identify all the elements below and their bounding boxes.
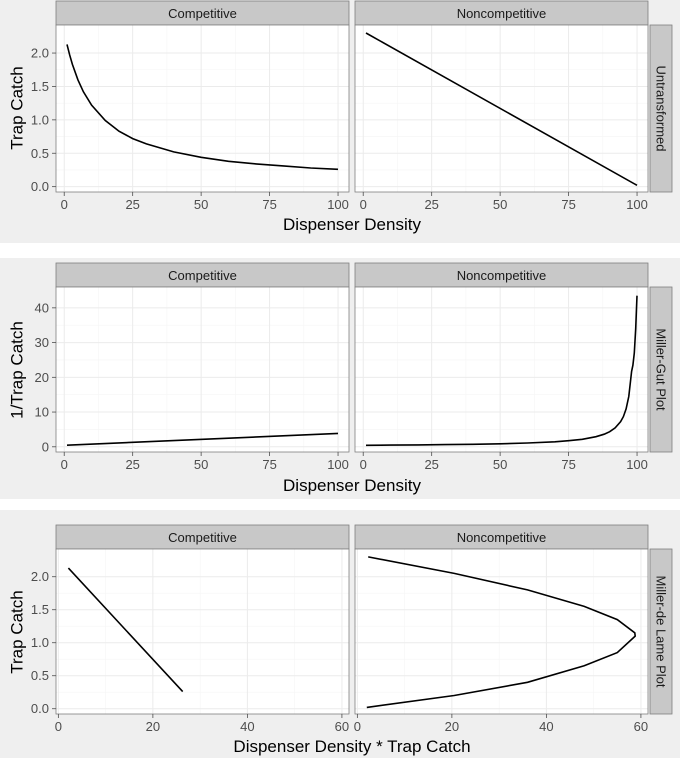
- panel-noncompetitive: Noncompetitive 0 25 50 75 100: [354, 262, 649, 472]
- y-tick-label: 30: [35, 335, 49, 350]
- series-line-competitive: [66, 432, 339, 446]
- y-tick-label: 0: [42, 439, 49, 454]
- y-tick-label: 10: [35, 405, 49, 420]
- chart-row-3: Competitive 0 20 40 60 0.0 0.5 1.0 1.5 2.0 Noncomp…: [0, 510, 680, 758]
- x-tick-label: 60: [335, 719, 349, 734]
- strip-label: Competitive: [168, 6, 237, 21]
- y-axis-title: Trap Catch: [8, 590, 27, 673]
- panel-border: [354, 286, 649, 453]
- y-tick-label: 1.0: [31, 635, 49, 650]
- y-tick-label: 2.0: [31, 46, 49, 61]
- x-tick-label: 0: [360, 457, 367, 472]
- panel-background: [355, 549, 648, 714]
- x-tick-label: 50: [194, 197, 208, 212]
- x-tick-label: 40: [539, 719, 553, 734]
- panel-border: [55, 286, 350, 453]
- y-tick-label: 0.5: [31, 668, 49, 683]
- y-tick-label: 1.5: [31, 602, 49, 617]
- x-tick-label: 75: [262, 197, 276, 212]
- strip-label: Noncompetitive: [457, 6, 547, 21]
- panel-background: [56, 549, 349, 714]
- row-strip: [649, 548, 673, 715]
- y-axis-title: Trap Catch: [8, 66, 27, 149]
- x-axis-title: Dispenser Density: [283, 215, 421, 234]
- x-tick-label: 0: [61, 197, 68, 212]
- strip-header: [55, 0, 350, 26]
- panel-background: [355, 287, 648, 452]
- x-tick-label: 100: [626, 197, 648, 212]
- y-tick-label: 2.0: [31, 569, 49, 584]
- panel-noncompetitive: Noncompetitive 0 20 40 60: [354, 524, 649, 734]
- strip-label: Noncompetitive: [457, 530, 547, 545]
- strip-label: Competitive: [168, 530, 237, 545]
- panel-border: [354, 24, 649, 193]
- panel-border: [55, 24, 350, 193]
- x-tick-label: 25: [424, 457, 438, 472]
- row-strip-label: Untransformed: [654, 66, 669, 152]
- x-axis-title: Dispenser Density * Trap Catch: [233, 737, 470, 756]
- row-strip: [649, 24, 673, 193]
- series-line-noncompetitive: [365, 295, 638, 447]
- y-tick-label: 1.0: [31, 112, 49, 127]
- strip-header: [55, 524, 350, 550]
- strip-label: Competitive: [168, 268, 237, 283]
- x-tick-label: 0: [55, 719, 62, 734]
- y-tick-label: 0.0: [31, 701, 49, 716]
- x-tick-label: 20: [445, 719, 459, 734]
- x-tick-label: 50: [493, 457, 507, 472]
- x-tick-label: 40: [240, 719, 254, 734]
- x-tick-label: 50: [493, 197, 507, 212]
- series-line-competitive: [66, 44, 339, 171]
- row-strip-label: Miller-de Lame Plot: [654, 576, 669, 688]
- panel-competitive: Competitive 0 25 50 75 100 0 10 20 30 40: [35, 262, 350, 472]
- panel-competitive: Competitive 0 25 50 75 100 0.0 0.5 1.0 1.5 2.0: [31, 0, 350, 212]
- y-tick-label: 20: [35, 370, 49, 385]
- x-tick-label: 0: [360, 197, 367, 212]
- y-tick-label: 0.5: [31, 146, 49, 161]
- panel-noncompetitive: Noncompetitive 0 25 50 75 100: [354, 0, 649, 212]
- x-tick-label: 100: [327, 197, 349, 212]
- y-tick-label: 1.5: [31, 79, 49, 94]
- x-tick-label: 20: [146, 719, 160, 734]
- series-line-noncompetitive: [365, 32, 638, 186]
- series-line-competitive: [67, 567, 184, 693]
- chart-row-1: Competitive 0 25 50 75 100 0.0 0.5 1.0 1.5 2.0 Nonc…: [0, 0, 680, 243]
- x-tick-label: 50: [194, 457, 208, 472]
- x-tick-label: 25: [125, 197, 139, 212]
- panel-border: [55, 548, 350, 715]
- x-tick-label: 75: [561, 197, 575, 212]
- series-line-noncompetitive: [366, 556, 637, 709]
- panel-competitive: Competitive 0 20 40 60 0.0 0.5 1.0 1.5 2.0: [31, 524, 350, 734]
- panel-background: [56, 287, 349, 452]
- chart-row-2: Competitive 0 25 50 75 100 0 10 20 30 40 Noncompeti…: [0, 258, 680, 499]
- y-tick-label: 0.0: [31, 179, 49, 194]
- x-tick-label: 0: [354, 719, 361, 734]
- panel-border: [354, 548, 649, 715]
- y-axis-title: 1/Trap Catch: [8, 321, 27, 419]
- x-tick-label: 60: [634, 719, 648, 734]
- strip-label: Noncompetitive: [457, 268, 547, 283]
- strip-header: [354, 262, 649, 288]
- x-tick-label: 100: [327, 457, 349, 472]
- y-tick-label: 40: [35, 300, 49, 315]
- x-axis-title: Dispenser Density: [283, 476, 421, 495]
- x-tick-label: 0: [61, 457, 68, 472]
- x-tick-label: 25: [424, 197, 438, 212]
- row-strip-label: Miller-Gut Plot: [654, 328, 669, 411]
- row-strip: [649, 286, 673, 453]
- x-tick-label: 75: [262, 457, 276, 472]
- x-tick-label: 75: [561, 457, 575, 472]
- x-tick-label: 100: [626, 457, 648, 472]
- x-tick-label: 25: [125, 457, 139, 472]
